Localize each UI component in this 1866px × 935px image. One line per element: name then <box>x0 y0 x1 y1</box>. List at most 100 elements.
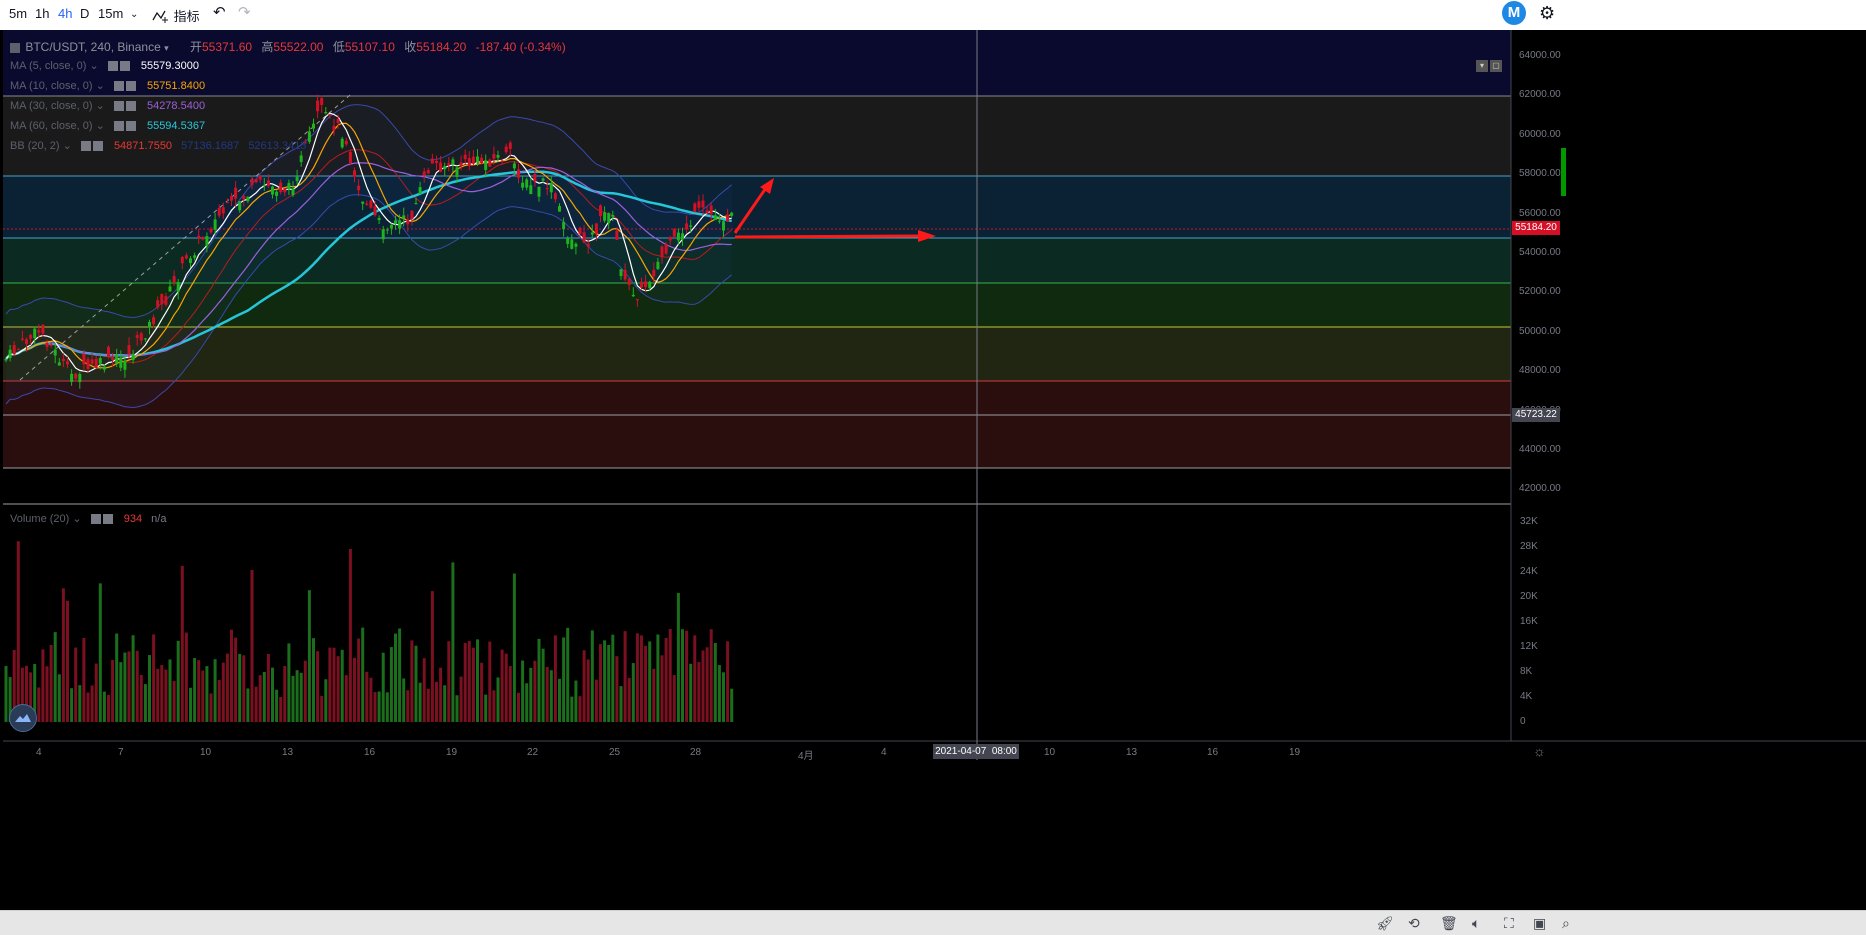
price-tick-label: 42000.00 <box>1519 483 1561 495</box>
rocket-icon[interactable]: 🚀︎ <box>1376 915 1394 931</box>
symbol-title[interactable]: BTC/USDT, 240, Binance <box>25 40 161 54</box>
eye-icon[interactable] <box>113 81 124 92</box>
eye-icon[interactable] <box>90 514 101 525</box>
candle-body <box>45 343 49 347</box>
gear-icon[interactable]: ⚙ <box>1539 3 1556 23</box>
volume-bar <box>517 692 520 722</box>
candle-body <box>656 261 660 270</box>
candle-body <box>418 187 422 195</box>
candle-body <box>430 158 434 164</box>
close-icon[interactable] <box>92 141 103 152</box>
eye-icon[interactable] <box>107 61 118 72</box>
candle-body <box>488 159 492 167</box>
volume-bar <box>521 660 525 722</box>
eye-icon[interactable] <box>80 141 91 152</box>
legend-ma10[interactable]: MA (10, close, 0) ⌄ 55751.8400 <box>10 80 206 92</box>
candle-body <box>607 213 611 224</box>
volume-bar <box>143 684 147 722</box>
candle-body <box>549 183 553 193</box>
pane-maximize-icon[interactable]: ▢ <box>1490 60 1502 72</box>
price-tick-label: 50000.00 <box>1519 325 1561 337</box>
volume-bar <box>86 692 90 722</box>
candle-body <box>455 167 459 177</box>
candle-body <box>283 188 287 193</box>
interval-d-button[interactable]: D <box>80 6 90 21</box>
logo-button[interactable]: M <box>1502 1 1526 25</box>
volume-bar <box>730 688 734 722</box>
indicators-button[interactable]: 指标 <box>152 6 200 25</box>
candle-body <box>164 296 168 305</box>
time-tick-label: 4月 <box>798 751 814 762</box>
volume-bar <box>361 627 365 722</box>
candle-body <box>41 324 45 334</box>
volume-bar <box>656 634 660 722</box>
trash-icon[interactable]: 🗑︎ <box>1440 915 1458 931</box>
candle-body <box>324 111 328 114</box>
legend-bb[interactable]: BB (20, 2) ⌄ 54871.7550 57136.1687 52613… <box>10 140 307 152</box>
zone-red <box>3 381 1511 468</box>
chart-svg[interactable] <box>0 30 1866 910</box>
replay-icon[interactable]: ⟲ <box>1408 915 1420 931</box>
volume-bar <box>582 650 586 722</box>
candle-body <box>447 163 451 166</box>
volume-bar <box>533 660 537 722</box>
interval-1h-button[interactable]: 1h <box>35 6 50 21</box>
candle-body <box>480 157 484 164</box>
volume-bar <box>295 670 299 722</box>
candle-body <box>225 202 229 204</box>
candle-body <box>16 349 20 351</box>
legend-ma60[interactable]: MA (60, close, 0) ⌄ 55594.5367 <box>10 120 206 132</box>
legend-ma5[interactable]: MA (5, close, 0) ⌄ 55579.3000 <box>10 60 199 72</box>
trend-line[interactable] <box>19 94 351 381</box>
legend-volume[interactable]: Volume (20) ⌄ 934 n/a <box>10 513 167 525</box>
sound-icon[interactable]: 🔈︎ <box>1472 915 1481 931</box>
volume-na: n/a <box>151 513 167 525</box>
undo-icon[interactable]: ↶ <box>213 4 226 21</box>
candle-body <box>160 293 164 305</box>
candle-body <box>197 235 201 239</box>
time-tick-label: 10 <box>1044 747 1056 758</box>
right-arrow-drawing[interactable] <box>734 230 936 242</box>
volume-bar <box>467 641 471 722</box>
volume-bar <box>119 662 123 722</box>
volume-bar <box>57 674 61 722</box>
tradingview-logo[interactable] <box>9 704 37 732</box>
time-axis-settings-icon[interactable]: ☼ <box>1533 743 1546 759</box>
screenshot-icon[interactable]: ▣ <box>1533 915 1547 931</box>
candle-body <box>201 236 205 240</box>
close-icon[interactable] <box>102 514 113 525</box>
interval-15m-button[interactable]: 15m <box>98 6 124 21</box>
close-icon[interactable] <box>125 121 136 132</box>
chart-area[interactable]: BTC/USDT, 240, Binance ▾ 开55371.60 高5552… <box>0 30 1866 910</box>
price-scale-handle[interactable] <box>1561 148 1566 196</box>
close-icon[interactable] <box>119 61 130 72</box>
fullscreen-icon[interactable]: ⛶ <box>1504 915 1514 931</box>
pane-minimize-icon[interactable]: ▾ <box>1476 60 1488 72</box>
interval-4h-button[interactable]: 4h <box>58 6 73 21</box>
eye-icon[interactable] <box>113 101 124 112</box>
legend-ma30[interactable]: MA (30, close, 0) ⌄ 54278.5400 <box>10 100 206 112</box>
chevron-down-icon[interactable]: ⌄ <box>130 9 139 20</box>
eye-icon[interactable] <box>113 121 124 132</box>
volume-bar <box>12 649 16 722</box>
volume-bar <box>566 627 570 722</box>
candle-body <box>476 156 479 163</box>
volume-bar <box>644 645 648 722</box>
interval-5m-button[interactable]: 5m <box>9 6 28 21</box>
candle-body <box>29 334 33 339</box>
chevron-down-icon[interactable]: ▾ <box>164 43 169 53</box>
close-icon[interactable] <box>125 101 136 112</box>
price-tick-label: 62000.00 <box>1519 89 1561 101</box>
volume-bar <box>447 641 451 722</box>
volume-bar <box>693 635 697 722</box>
volume-bar <box>90 685 94 722</box>
volume-bar <box>389 647 393 722</box>
up-arrow-drawing[interactable] <box>733 178 774 234</box>
collapse-legend-icon[interactable] <box>10 42 20 53</box>
candle-body <box>508 142 512 149</box>
close-icon[interactable] <box>125 81 136 92</box>
candle-body <box>623 269 627 280</box>
redo-icon[interactable]: ↷ <box>238 4 251 21</box>
candle-body <box>180 256 184 264</box>
search-icon[interactable]: ⌕ <box>1562 915 1570 931</box>
